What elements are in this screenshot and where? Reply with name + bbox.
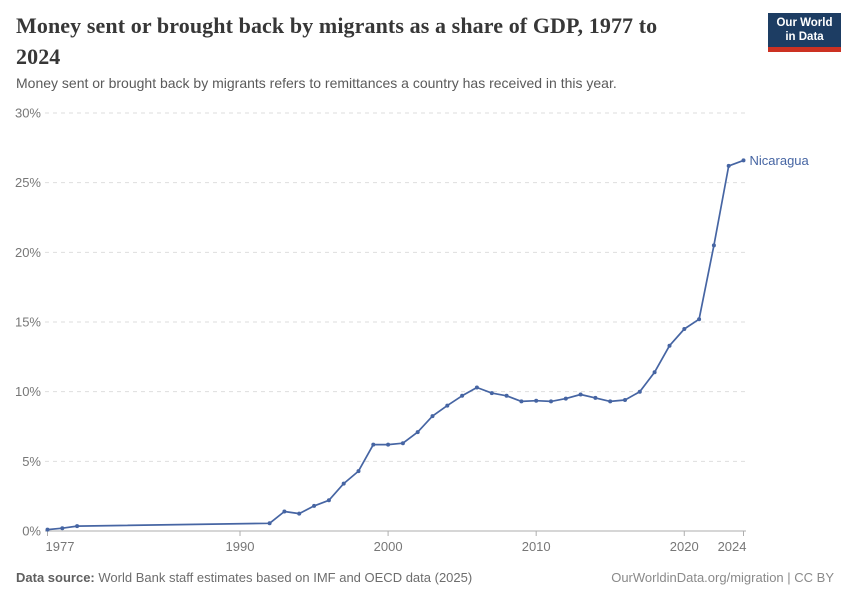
footer-source-label: Data source: — [16, 570, 95, 585]
data-point — [371, 442, 376, 447]
series-line — [46, 159, 745, 531]
data-point — [45, 527, 50, 532]
data-point — [312, 503, 317, 508]
data-point — [578, 392, 583, 397]
footer-source-text: World Bank staff estimates based on IMF … — [98, 570, 473, 585]
data-point — [60, 526, 65, 531]
data-point — [623, 398, 627, 402]
logo-line-2: in Data — [785, 31, 824, 43]
data-point — [652, 370, 657, 375]
owid-logo: Our World in Data — [768, 13, 841, 52]
series-end-label: Nicaragua — [750, 153, 810, 168]
data-point — [445, 403, 450, 408]
data-point — [608, 399, 613, 404]
x-axis-tick-label: 2000 — [374, 539, 403, 554]
data-point — [741, 158, 746, 163]
data-point — [430, 414, 435, 419]
data-point — [489, 391, 494, 396]
chart-footer: Data source: World Bank staff estimates … — [16, 570, 834, 586]
x-axis-tick-label: 2010 — [522, 539, 551, 554]
data-point — [460, 393, 465, 398]
data-point — [682, 327, 687, 331]
y-axis-tick-label: 20% — [15, 245, 41, 260]
y-axis-tick-label: 25% — [15, 175, 41, 190]
x-axis-tick-label: 2024 — [718, 539, 747, 554]
data-point — [726, 163, 731, 168]
data-point — [593, 395, 598, 400]
y-axis-tick-label: 10% — [15, 384, 41, 399]
y-axis-tick-label: 15% — [15, 315, 41, 330]
data-point — [415, 430, 420, 435]
data-point — [474, 385, 479, 390]
data-point — [711, 243, 716, 248]
data-point — [534, 398, 539, 403]
line-chart: 0% 5% 10% 15% 20% 25% 30% 1977 1990 2000 2010 2020 2… — [15, 106, 810, 554]
data-point — [75, 524, 80, 529]
y-axis-tick-label: 30% — [15, 106, 41, 121]
data-point — [563, 396, 568, 401]
footer-citation: OurWorldinData.org/migration | CC BY — [611, 570, 834, 585]
data-point — [341, 481, 346, 486]
page-subtitle: Money sent or brought back by migrants r… — [16, 75, 617, 91]
data-point — [667, 343, 672, 348]
data-point — [326, 498, 331, 503]
data-point — [519, 399, 524, 404]
y-axis-tick-label: 0% — [22, 524, 41, 539]
data-point — [637, 389, 642, 394]
x-axis-tick-label: 1977 — [46, 539, 75, 554]
x-axis-tick-label: 1990 — [226, 539, 255, 554]
data-point — [356, 469, 361, 474]
logo-line-1: Our World — [776, 17, 833, 29]
page-title: Money sent or brought back by migrants a… — [16, 13, 658, 69]
data-point — [697, 317, 702, 322]
data-point — [386, 442, 391, 447]
data-point — [549, 399, 553, 404]
data-point — [267, 521, 272, 526]
data-point — [504, 393, 509, 398]
data-point — [297, 511, 302, 516]
y-axis-tick-label: 5% — [22, 454, 41, 469]
footer-source: Data source: World Bank staff estimates … — [16, 570, 472, 586]
data-point — [282, 509, 287, 514]
x-axis-tick-label: 2020 — [670, 539, 699, 554]
data-point — [400, 441, 405, 446]
